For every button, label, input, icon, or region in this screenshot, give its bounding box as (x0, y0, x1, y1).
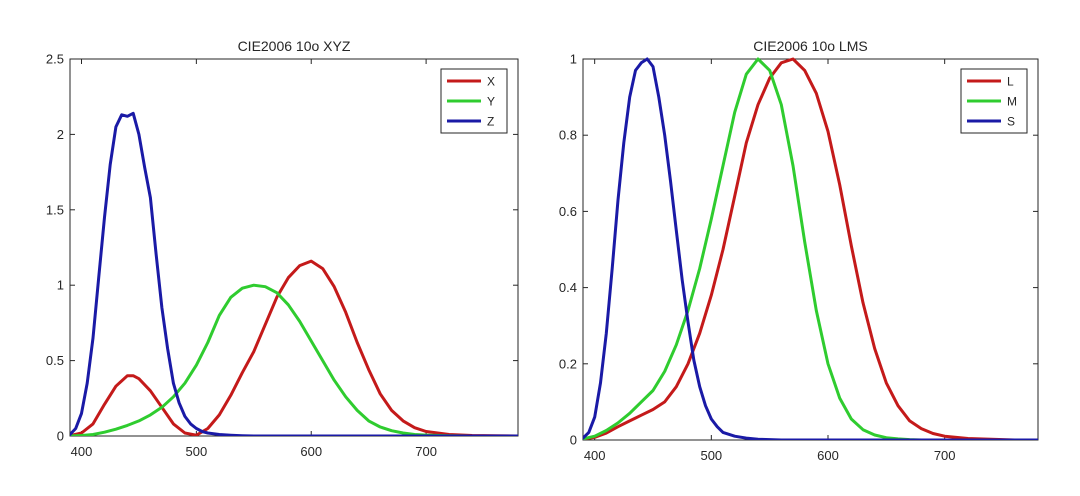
x-tick-label: 500 (700, 448, 722, 463)
x-tick-label: 500 (186, 444, 208, 459)
legend: XYZ (440, 68, 508, 134)
y-tick-label: 0.5 (46, 353, 64, 368)
y-tick-label: 0.6 (559, 204, 577, 219)
x-tick-label: 600 (817, 448, 839, 463)
x-tick-label: 400 (71, 444, 93, 459)
series-line-Z (70, 111, 518, 436)
series-line-Y (70, 283, 518, 436)
y-tick-label: 1.5 (46, 202, 64, 217)
y-tick-label: 0.8 (559, 128, 577, 143)
legend-label-S: S (1007, 115, 1015, 129)
legend-label-M: M (1007, 95, 1017, 109)
y-tick-label: 0 (57, 429, 64, 444)
y-tick-label: 0 (570, 433, 577, 448)
x-tick-label: 700 (415, 444, 437, 459)
chart-panel-2: CIE2006 10o LMS 400 500 600 700 0 0.2 0.4 0.6 0.8… (559, 38, 1039, 463)
x-tick-label: 400 (584, 448, 606, 463)
y-tick-label: 2 (57, 127, 64, 142)
y-tick-label: 1 (570, 52, 577, 67)
chart-title: CIE2006 10o XYZ (238, 38, 351, 54)
legend: LMS (960, 68, 1028, 134)
y-tick-label: 0.2 (559, 356, 577, 371)
series-line-S (583, 57, 1038, 440)
series-line-L (583, 57, 1038, 440)
chart-title: CIE2006 10o LMS (753, 38, 867, 54)
legend-label-Y: Y (487, 95, 495, 109)
y-tick-label: 0.4 (559, 280, 577, 295)
legend-label-Z: Z (487, 115, 494, 129)
x-tick-label: 700 (934, 448, 956, 463)
legend-label-L: L (1007, 75, 1014, 89)
series-line-X (70, 259, 518, 436)
legend-label-X: X (487, 75, 495, 89)
y-tick-label: 2.5 (46, 52, 64, 67)
x-tick-label: 600 (300, 444, 322, 459)
y-tick-label: 1 (57, 278, 64, 293)
chart-panel-1: CIE2006 10o XYZ 400 500 600 700 0 0.5 1 1.5 2 2.5 X… (46, 38, 519, 459)
